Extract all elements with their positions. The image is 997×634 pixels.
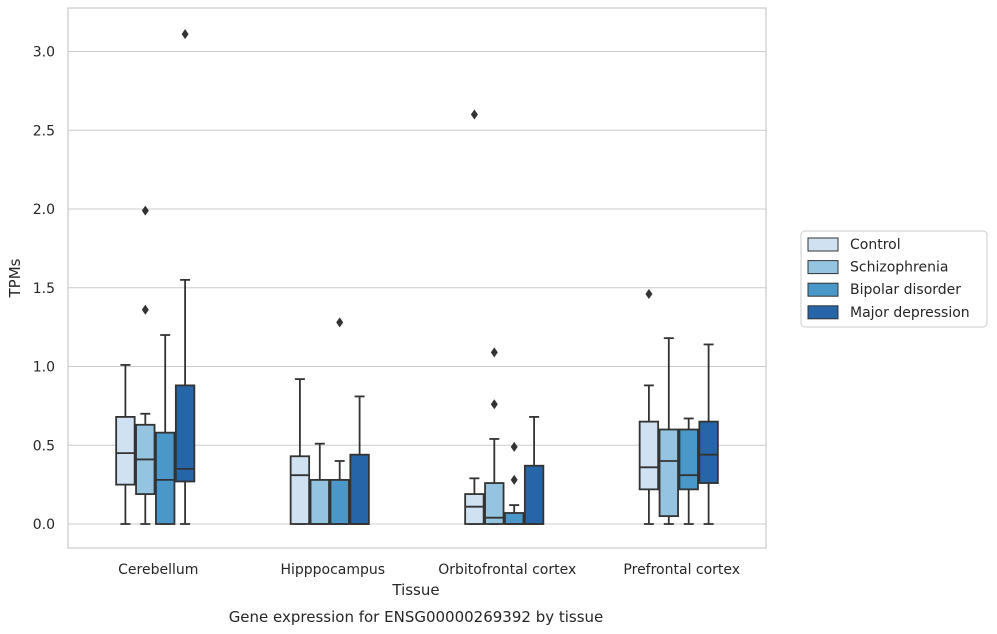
box — [698, 420, 719, 484]
box-group — [174, 29, 196, 525]
box-group — [638, 289, 660, 525]
x-axis-label: Tissue — [391, 581, 439, 599]
x-tick-label: Orbitofrontal cortex — [438, 562, 576, 578]
box-group — [289, 378, 311, 525]
y-tick-label: 0.5 — [33, 438, 55, 454]
legend-swatch — [807, 305, 839, 320]
legend-swatch — [807, 282, 839, 297]
box-group — [155, 334, 176, 525]
y-axis-label: TPMs — [6, 258, 24, 298]
box — [115, 415, 136, 486]
box — [174, 384, 196, 483]
x-tick-label: Hipppocampus — [280, 562, 385, 578]
y-tick-label: 2.0 — [33, 202, 55, 218]
outlier-point — [510, 441, 518, 452]
x-tick-label: Prefrontal cortex — [623, 562, 740, 578]
box — [155, 431, 176, 525]
outlier-point — [510, 474, 518, 485]
legend-label: Control — [850, 237, 901, 253]
box — [289, 455, 311, 525]
box-group — [658, 337, 679, 525]
outlier-point — [141, 304, 149, 315]
boxes — [115, 29, 719, 525]
y-tick-label: 1.0 — [33, 360, 55, 376]
box — [309, 478, 330, 525]
outlier-point — [490, 399, 498, 410]
y-tick-label: 1.5 — [33, 281, 55, 297]
legend-swatch — [807, 237, 839, 252]
box-group — [484, 347, 505, 525]
y-tick-label: 2.5 — [33, 123, 55, 139]
y-tick-label: 3.0 — [33, 45, 55, 61]
x-tick-label: Cerebellum — [118, 562, 198, 578]
outlier-point — [470, 109, 478, 120]
box-group — [464, 109, 485, 525]
box-group — [115, 364, 136, 525]
box — [484, 482, 505, 525]
legend-label: Major depression — [850, 305, 970, 321]
outlier-point — [645, 289, 653, 300]
box — [349, 453, 370, 525]
legend-frame — [800, 230, 988, 328]
y-tick-label: 0.0 — [33, 517, 55, 533]
box-group — [698, 343, 719, 525]
box — [678, 428, 699, 491]
box — [329, 478, 350, 525]
legend-swatch — [807, 260, 839, 275]
y-tick-labels: 0.0 0.5 1.0 1.5 2.0 2.5 3.0 — [33, 45, 55, 534]
box-group — [523, 415, 545, 525]
outlier-point — [141, 205, 149, 216]
outlier-point — [336, 317, 344, 328]
box-group — [329, 317, 350, 525]
box-group — [309, 442, 330, 525]
box — [464, 493, 485, 525]
box-group — [349, 395, 370, 525]
box — [504, 512, 525, 525]
chart-caption: Gene expression for ENSG00000269392 by t… — [229, 608, 604, 626]
box — [638, 420, 660, 491]
outlier-point — [490, 347, 498, 358]
legend: Control Schizophrenia Bipolar disorder Majo… — [800, 230, 988, 328]
x-tick-labels: Cerebellum Hipppocampus Orbitofrontal cort… — [118, 562, 740, 578]
box-group — [678, 417, 699, 525]
box — [658, 428, 679, 518]
box — [523, 464, 545, 525]
legend-label: Bipolar disorder — [850, 282, 961, 298]
box-group — [504, 441, 525, 525]
outlier-point — [181, 29, 189, 40]
legend-label: Schizophrenia — [850, 260, 948, 276]
box-group — [135, 205, 156, 525]
